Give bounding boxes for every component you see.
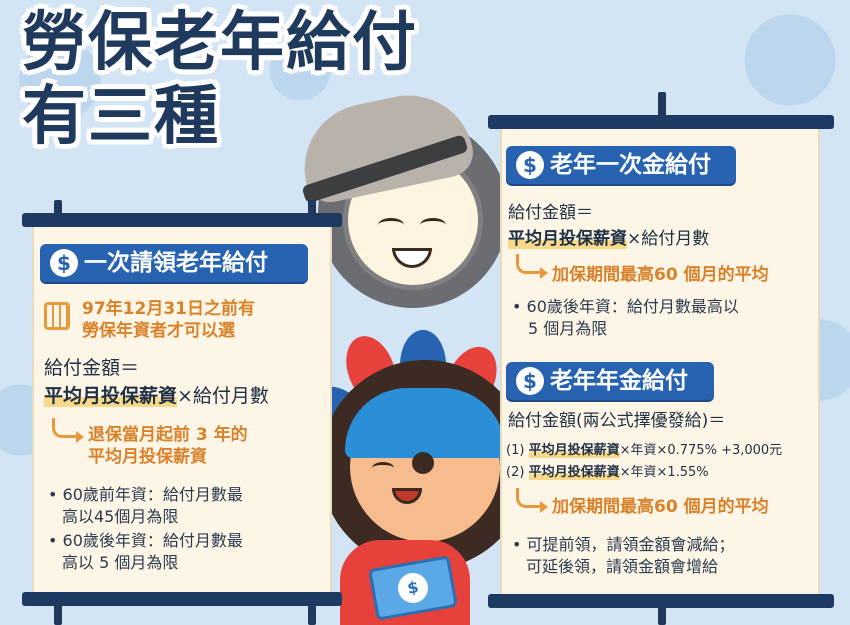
right-top-note: 加保期間最高60 個月的平均: [552, 265, 769, 285]
left-formula-highlight: 平均月投保薪資: [44, 385, 178, 407]
left-bottom-rail: [22, 592, 342, 606]
right-top-formula-highlight: 平均月投保薪資: [508, 229, 627, 249]
formula-2-highlight: 平均月投保薪資: [528, 465, 620, 480]
right-top-bullet-line-1: • 60歲後年資：給付月數最高以: [512, 297, 739, 316]
right-bottom-rail: [488, 594, 834, 608]
formula-1-prefix: (1): [506, 443, 525, 458]
elder-left-eye: [378, 218, 404, 232]
dollar-icon: $: [50, 249, 78, 277]
right-bottom-bullet-line-1: • 可提前領，請領金額會減給；: [512, 535, 735, 554]
left-formula: 平均月投保薪資×給付月數: [44, 384, 269, 408]
right-top-heading: $ 老年一次金給付: [506, 146, 736, 184]
right-bottom-formula-label: 給付金額(兩公式擇優發給)＝: [508, 411, 726, 431]
right-bottom-heading-text: 老年年金給付: [550, 368, 688, 394]
right-top-formula: 平均月投保薪資×給付月數: [508, 228, 709, 250]
left-panel-heading: $ 一次請領老年給付: [40, 244, 308, 282]
right-bottom-formula-1: (1) 平均月投保薪資×年資×0.775% +3,000元: [506, 440, 782, 462]
title-line-1: 勞保老年給付: [22, 6, 418, 80]
title-line-2: 有三種: [22, 80, 220, 154]
curved-arrow-icon: [516, 488, 548, 513]
curved-arrow-icon: [516, 254, 548, 279]
right-bottom-formula-2: (2) 平均月投保薪資×年資×1.55%: [506, 462, 709, 484]
left-condition-line-2: 勞保年資者才可以選: [82, 321, 235, 341]
left-note-line-2: 平均月投保薪資: [88, 447, 207, 467]
left-formula-label: 給付金額＝: [44, 357, 140, 379]
left-heading-text: 一次請領老年給付: [84, 250, 268, 276]
right-top-rail: [488, 115, 834, 129]
dollar-icon: $: [516, 367, 544, 395]
right-top-formula-rest: ×給付月數: [627, 229, 710, 249]
left-note-line-1: 退保當月起前 3 年的: [88, 425, 248, 445]
curved-arrow-icon: [52, 418, 84, 443]
left-formula-rest: ×給付月數: [177, 385, 269, 407]
left-bullet-1-line-1: • 60歲前年資：給付月數最: [48, 485, 243, 504]
right-bottom-note: 加保期間最高60 個月的平均: [552, 497, 769, 517]
formula-1-rest: ×年資×0.775% +3,000元: [619, 443, 783, 458]
kid-wink-eye: [372, 462, 394, 474]
right-top-bullet-line-2: 5 個月為限: [528, 319, 608, 338]
formula-2-rest: ×年資×1.55%: [619, 465, 709, 480]
right-top-heading-text: 老年一次金給付: [550, 152, 711, 178]
right-bottom-bullet-line-2: 可延後領，請領金額會增給: [526, 557, 719, 576]
left-bullet-2-line-2: 高以 5 個月為限: [62, 553, 179, 572]
calendar-icon: [44, 302, 70, 330]
elder-right-eye: [420, 218, 446, 232]
left-bullet-2-line-1: • 60歲後年資：給付月數最: [48, 531, 243, 550]
kid-open-eye: [412, 452, 434, 474]
dollar-icon: $: [516, 151, 544, 179]
left-condition-line-1: 97年12月31日之前有: [82, 299, 255, 319]
left-bullet-1-line-2: 高以45個月為限: [62, 507, 179, 526]
money-symbol: $: [395, 570, 431, 606]
formula-2-prefix: (2): [506, 465, 525, 480]
right-top-formula-label: 給付金額＝: [508, 203, 593, 223]
left-top-rail: [22, 213, 342, 227]
right-bottom-heading: $ 老年年金給付: [506, 362, 714, 400]
page-title: 勞保老年給付 有三種: [22, 6, 418, 154]
formula-1-highlight: 平均月投保薪資: [528, 443, 620, 458]
left-board: [32, 225, 332, 595]
kid-hair: [345, 388, 505, 458]
